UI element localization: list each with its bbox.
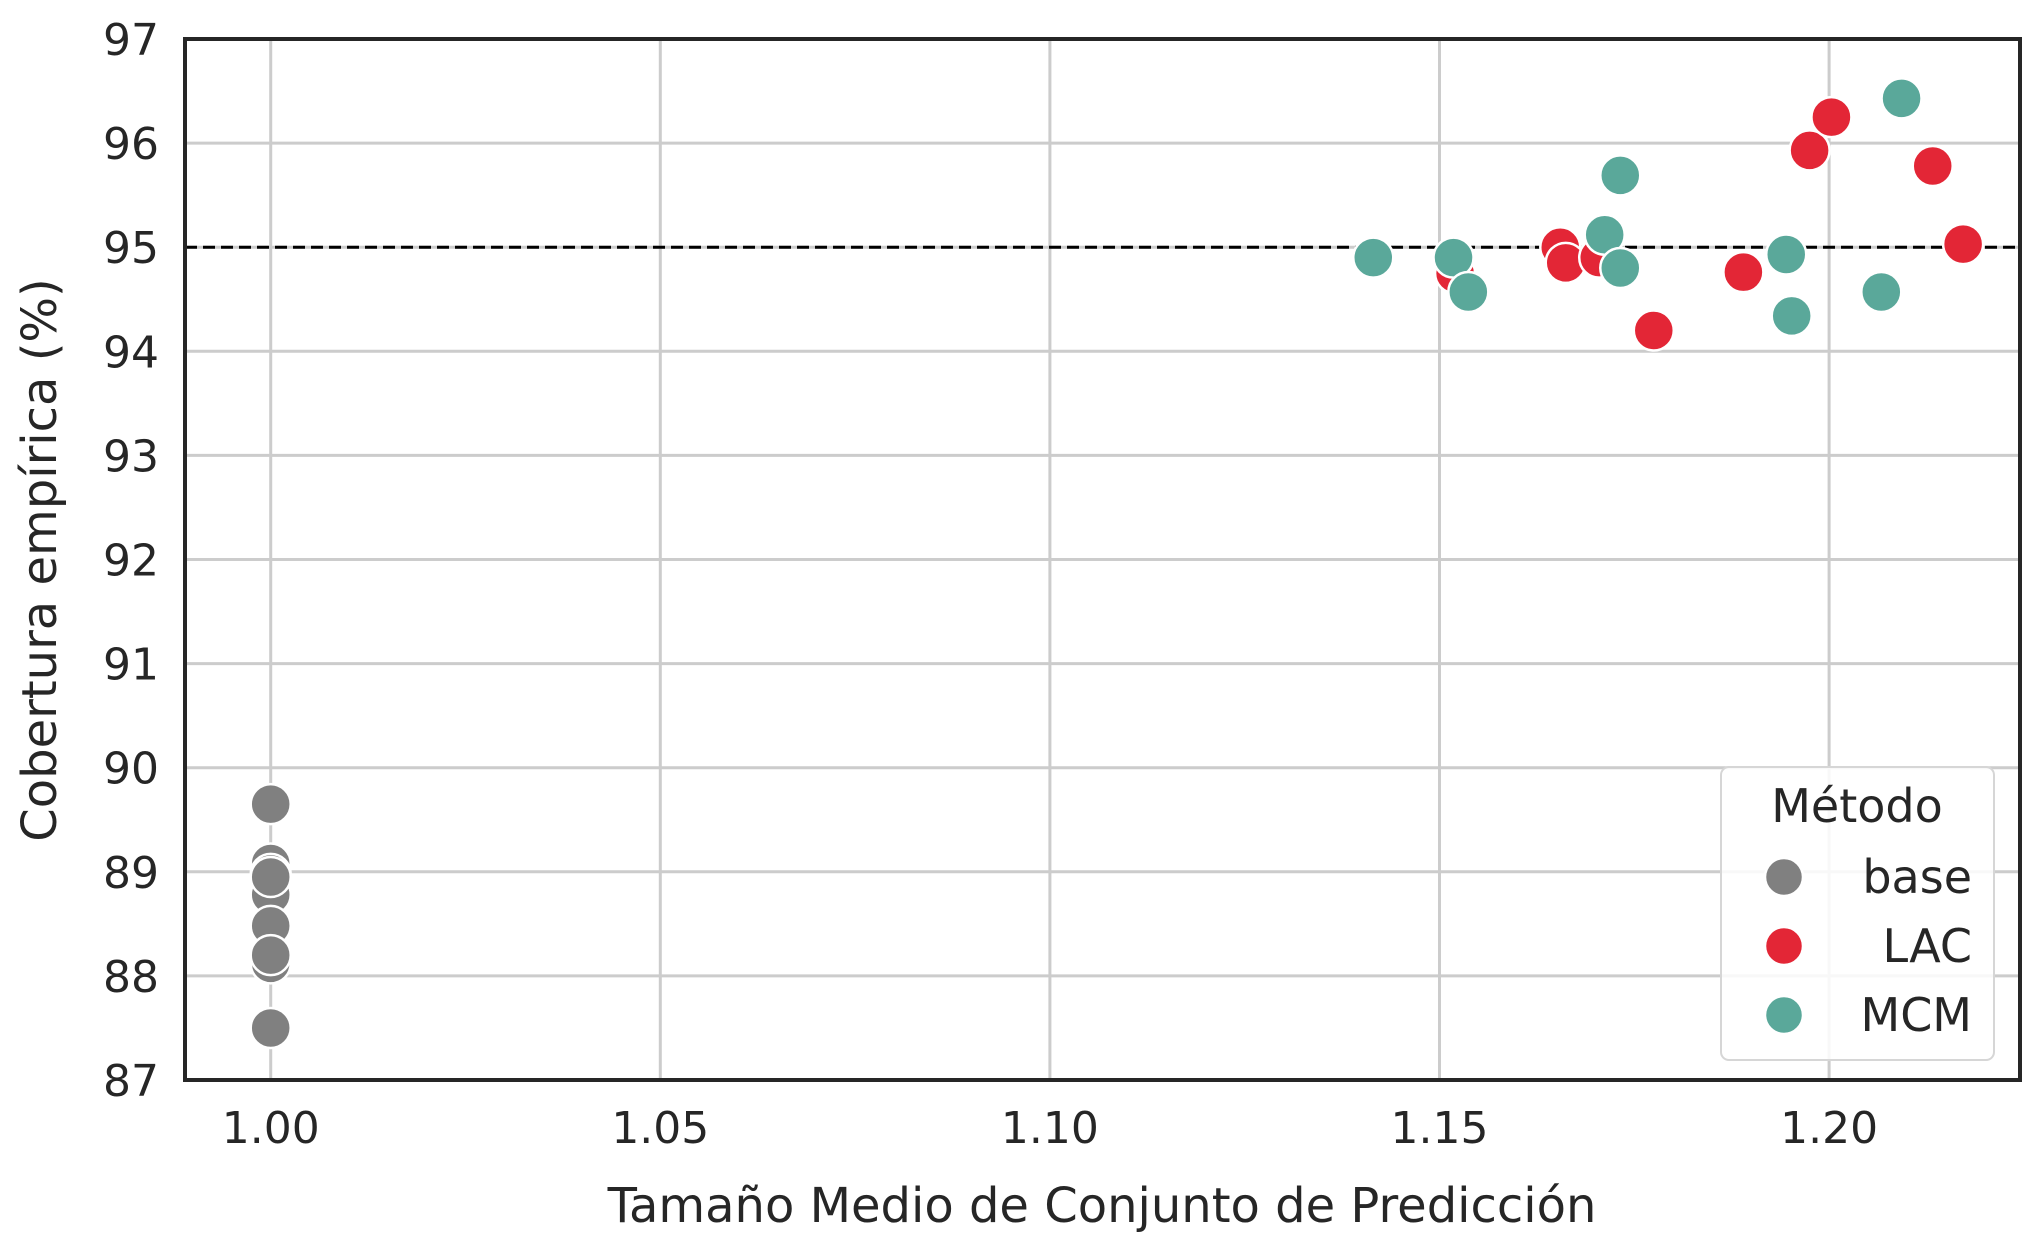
- y-tick-label: 92: [103, 536, 159, 587]
- point-mcm: [1764, 233, 1808, 276]
- point-lac: [1911, 144, 1954, 188]
- y-tick-label: 96: [103, 119, 159, 170]
- y-tick-label: 94: [103, 327, 159, 378]
- point-lac: [1788, 129, 1831, 172]
- point-base: [249, 855, 292, 899]
- point-lac: [1941, 222, 1985, 266]
- legend-label-lac: LAC: [1883, 919, 1972, 973]
- y-tick-label: 88: [103, 952, 159, 1003]
- point-base: [249, 933, 292, 977]
- x-tick-label: 1.20: [1780, 1103, 1878, 1154]
- legend-marker-mcm: [1763, 994, 1805, 1036]
- y-tick-label: 90: [103, 744, 159, 795]
- x-tick-label: 1.05: [611, 1103, 709, 1154]
- point-base: [249, 1006, 292, 1050]
- legend: Método base LAC MCM: [1720, 766, 1995, 1061]
- x-tick-label: 1.15: [1391, 1103, 1489, 1154]
- legend-title: Método: [1771, 779, 1943, 833]
- point-mcm: [1770, 294, 1813, 338]
- point-lac: [1722, 250, 1765, 294]
- legend-label-base: base: [1862, 850, 1972, 904]
- point-mcm: [1599, 246, 1642, 290]
- point-base: [249, 782, 292, 826]
- legend-marker-base: [1763, 856, 1805, 898]
- point-mcm: [1352, 236, 1395, 279]
- y-tick-label: 93: [103, 431, 159, 482]
- tick-labels: 1.00 1.05 1.10 1.15 1.20 87 88 89 90 91 92 93 94 95 96…: [103, 15, 1878, 1154]
- legend-label-mcm: MCM: [1861, 988, 1973, 1042]
- y-tick-label: 97: [103, 15, 159, 66]
- y-tick-label: 87: [103, 1056, 159, 1107]
- point-mcm: [1860, 270, 1903, 314]
- legend-marker-lac: [1763, 925, 1805, 967]
- legend-items: base LAC MCM: [1763, 850, 1973, 1042]
- point-lac: [1632, 309, 1676, 352]
- y-tick-label: 89: [103, 848, 159, 899]
- legend-frame: [1720, 766, 1995, 1061]
- plot-frame: [183, 37, 2022, 1082]
- point-mcm: [1599, 154, 1642, 197]
- y-tick-label: 91: [103, 640, 159, 691]
- point-lac: [1810, 95, 1853, 139]
- x-tick-label: 1.10: [1001, 1103, 1099, 1154]
- point-mcm: [1880, 77, 1923, 120]
- point-mcm: [1447, 270, 1490, 314]
- scatter-points: [249, 77, 1985, 1050]
- y-axis-label: Cobertura empírica (%): [12, 278, 68, 842]
- x-axis-label: Tamaño Medio de Conjunto de Predicción: [607, 1178, 1597, 1234]
- y-tick-label: 95: [103, 223, 159, 274]
- x-tick-label: 1.00: [222, 1103, 320, 1154]
